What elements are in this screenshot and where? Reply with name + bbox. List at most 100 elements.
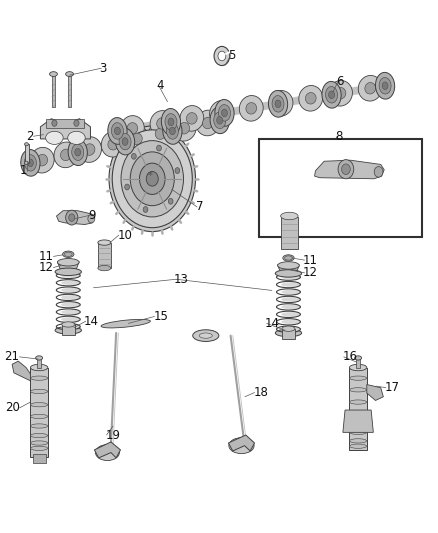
- Ellipse shape: [61, 295, 80, 300]
- Circle shape: [52, 120, 57, 126]
- Polygon shape: [228, 435, 254, 451]
- Ellipse shape: [322, 82, 341, 108]
- Ellipse shape: [31, 402, 48, 407]
- Ellipse shape: [25, 155, 36, 171]
- Circle shape: [168, 198, 173, 204]
- Ellipse shape: [281, 212, 298, 220]
- Ellipse shape: [111, 123, 124, 139]
- Circle shape: [69, 214, 75, 221]
- Ellipse shape: [68, 131, 85, 144]
- Ellipse shape: [281, 275, 300, 279]
- Ellipse shape: [199, 333, 212, 338]
- Bar: [30, 368, 48, 457]
- Ellipse shape: [28, 159, 33, 167]
- Polygon shape: [94, 442, 120, 458]
- Ellipse shape: [31, 389, 48, 393]
- Ellipse shape: [215, 100, 234, 126]
- Text: 6: 6: [336, 75, 344, 88]
- Ellipse shape: [276, 270, 302, 277]
- Text: 13: 13: [174, 273, 189, 286]
- Ellipse shape: [66, 71, 74, 76]
- Ellipse shape: [78, 137, 102, 163]
- Ellipse shape: [60, 149, 71, 160]
- Ellipse shape: [239, 95, 263, 121]
- Ellipse shape: [350, 421, 367, 425]
- Ellipse shape: [202, 117, 213, 129]
- Ellipse shape: [350, 444, 367, 448]
- Ellipse shape: [187, 112, 197, 124]
- Polygon shape: [343, 410, 373, 432]
- Ellipse shape: [283, 255, 294, 261]
- Circle shape: [146, 172, 158, 186]
- Polygon shape: [57, 262, 79, 270]
- Polygon shape: [367, 384, 383, 400]
- Ellipse shape: [325, 86, 338, 103]
- Ellipse shape: [155, 128, 166, 139]
- Circle shape: [121, 141, 184, 217]
- Ellipse shape: [168, 118, 174, 126]
- Circle shape: [66, 210, 78, 225]
- Ellipse shape: [281, 320, 300, 324]
- Ellipse shape: [55, 268, 81, 276]
- Ellipse shape: [210, 107, 230, 134]
- Ellipse shape: [379, 77, 391, 94]
- Text: 21: 21: [4, 350, 20, 364]
- Ellipse shape: [25, 143, 28, 146]
- Ellipse shape: [62, 322, 75, 327]
- Circle shape: [338, 160, 354, 179]
- Ellipse shape: [114, 127, 120, 135]
- Circle shape: [88, 214, 95, 223]
- Ellipse shape: [127, 123, 138, 134]
- Ellipse shape: [98, 240, 111, 245]
- Text: 5: 5: [228, 49, 236, 62]
- Ellipse shape: [281, 297, 300, 302]
- Ellipse shape: [246, 102, 257, 114]
- Ellipse shape: [196, 110, 220, 136]
- Ellipse shape: [276, 329, 302, 337]
- Circle shape: [214, 46, 230, 66]
- Ellipse shape: [55, 327, 81, 334]
- Text: 17: 17: [385, 381, 400, 394]
- Ellipse shape: [282, 326, 295, 332]
- Text: 19: 19: [106, 429, 121, 441]
- Ellipse shape: [268, 91, 288, 117]
- Ellipse shape: [120, 116, 144, 141]
- Ellipse shape: [161, 109, 180, 135]
- Ellipse shape: [350, 439, 367, 443]
- Ellipse shape: [214, 112, 226, 128]
- Bar: [32, 454, 46, 463]
- Ellipse shape: [355, 356, 362, 360]
- Ellipse shape: [54, 142, 78, 168]
- Bar: [68, 74, 71, 107]
- Polygon shape: [40, 119, 91, 139]
- Ellipse shape: [365, 83, 376, 94]
- Ellipse shape: [299, 85, 323, 111]
- Ellipse shape: [278, 262, 299, 269]
- Ellipse shape: [281, 312, 300, 317]
- Ellipse shape: [180, 106, 204, 131]
- Bar: [259, 139, 422, 237]
- Ellipse shape: [170, 127, 175, 135]
- Ellipse shape: [219, 104, 230, 121]
- Ellipse shape: [166, 123, 178, 139]
- Ellipse shape: [350, 430, 367, 434]
- Ellipse shape: [150, 111, 174, 136]
- Circle shape: [175, 167, 180, 173]
- Ellipse shape: [217, 117, 223, 124]
- Text: 12: 12: [302, 266, 318, 279]
- Circle shape: [109, 126, 195, 232]
- Ellipse shape: [101, 319, 150, 328]
- Circle shape: [131, 154, 136, 159]
- Ellipse shape: [210, 101, 233, 126]
- Circle shape: [157, 145, 161, 151]
- Ellipse shape: [131, 133, 142, 144]
- Polygon shape: [12, 361, 30, 381]
- Ellipse shape: [328, 91, 335, 99]
- Bar: [62, 325, 75, 335]
- Bar: [98, 243, 111, 268]
- Ellipse shape: [30, 365, 48, 370]
- Circle shape: [342, 164, 350, 174]
- Ellipse shape: [61, 273, 80, 278]
- Polygon shape: [278, 265, 299, 273]
- Circle shape: [374, 166, 383, 177]
